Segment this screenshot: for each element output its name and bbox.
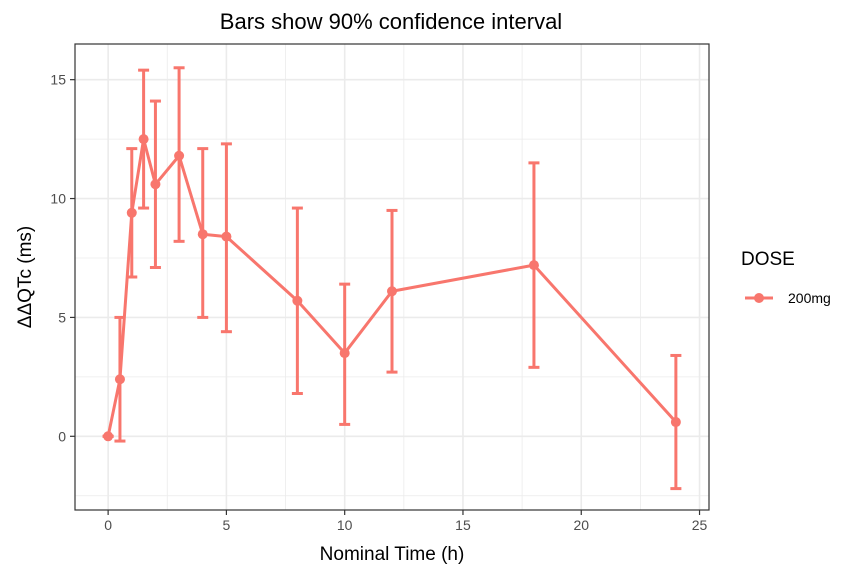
data-point [339,348,350,359]
y-tick-label: 15 [50,72,66,88]
x-tick-label: 10 [337,517,353,533]
y-axis: 0 5 10 15 [50,72,75,444]
data-point [174,150,185,161]
series-200mg [102,66,682,491]
data-point [138,134,149,145]
data-point [221,231,232,242]
plot-area [74,43,710,511]
y-axis-title: ΔΔQTc (ms) [15,226,36,328]
x-tick-label: 5 [223,517,231,533]
x-tick-label: 25 [692,517,708,533]
x-axis: 0 5 10 15 20 25 [104,510,708,533]
x-tick-label: 0 [104,517,112,533]
x-tick-label: 20 [573,517,589,533]
y-tick-label: 0 [58,428,66,444]
legend: DOSE 200mg [741,249,831,306]
data-point [150,179,161,190]
legend-title: DOSE [741,249,795,270]
chart-title: Bars show 90% confidence interval [220,9,562,34]
legend-key-point [754,293,764,303]
x-tick-label: 15 [455,517,471,533]
data-point [197,229,208,240]
series-layer [102,66,682,491]
data-point [670,417,681,428]
legend-label-200mg: 200mg [788,290,831,306]
data-point [292,295,303,306]
data-point [103,431,114,442]
y-tick-label: 5 [58,309,66,325]
data-point [126,207,137,218]
data-point [387,286,397,297]
panel-border [74,43,710,511]
data-point [114,374,125,385]
x-axis-title: Nominal Time (h) [320,544,465,565]
y-tick-label: 10 [50,191,66,207]
data-point [528,260,539,271]
